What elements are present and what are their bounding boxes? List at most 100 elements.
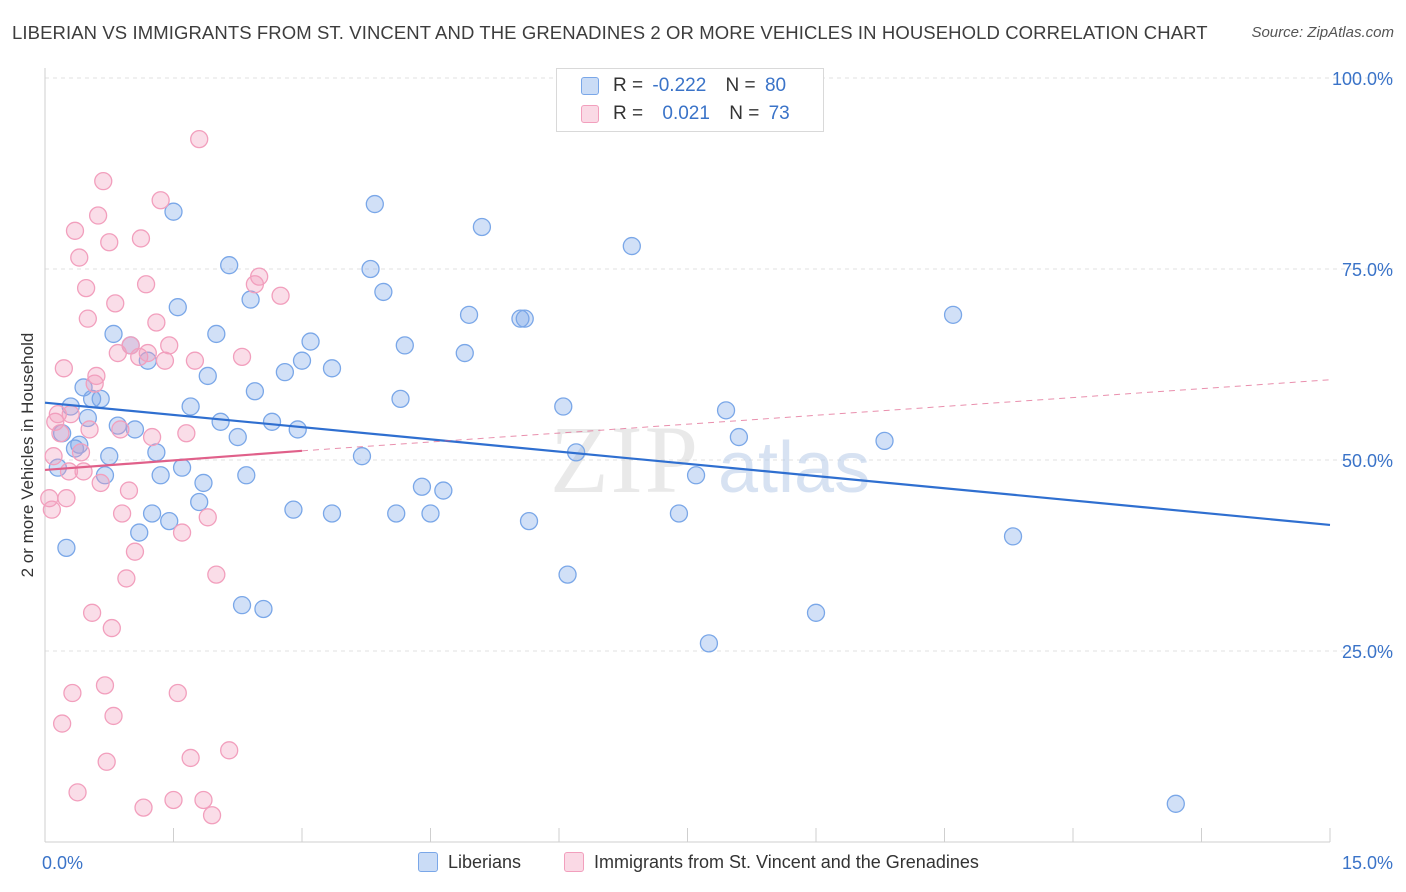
point-immigrants: [54, 359, 73, 378]
point-immigrants: [168, 683, 187, 703]
point-immigrants: [136, 275, 156, 294]
point-immigrants: [130, 347, 149, 367]
point-liberians: [207, 324, 226, 344]
legend-swatch-liberians: [581, 77, 599, 95]
point-liberians: [284, 500, 303, 519]
point-immigrants: [250, 267, 269, 286]
point-liberians: [699, 634, 719, 653]
point-liberians: [669, 504, 689, 523]
y-tick-label: 100.0%: [1332, 69, 1393, 89]
point-liberians: [125, 420, 145, 439]
point-immigrants: [125, 542, 145, 561]
point-liberians: [391, 389, 410, 409]
point-liberians: [254, 599, 273, 619]
point-liberians: [237, 466, 256, 485]
point-liberians: [395, 336, 414, 355]
point-liberians: [142, 504, 162, 523]
point-liberians: [361, 259, 380, 279]
point-immigrants: [232, 347, 252, 367]
point-liberians: [729, 427, 749, 447]
chart-title: LIBERIAN VS IMMIGRANTS FROM ST. VINCENT …: [12, 22, 1208, 43]
point-immigrants: [80, 420, 99, 439]
watermark: ZIP atlas: [550, 406, 870, 513]
series-swatch-immigrants: [564, 852, 584, 872]
point-immigrants: [74, 462, 93, 481]
point-immigrants: [85, 374, 104, 393]
points-layer: [40, 129, 1185, 825]
point-immigrants: [94, 171, 113, 191]
point-liberians: [78, 408, 97, 428]
point-liberians: [198, 366, 217, 386]
point-liberians: [686, 466, 706, 485]
point-liberians: [228, 427, 247, 447]
point-immigrants: [106, 294, 125, 313]
point-immigrants: [202, 806, 222, 825]
point-immigrants: [68, 783, 87, 802]
point-liberians: [70, 435, 89, 454]
point-immigrants: [48, 405, 67, 424]
point-immigrants: [134, 798, 153, 817]
point-liberians: [322, 504, 342, 523]
point-liberians: [104, 324, 123, 344]
point-liberians: [194, 473, 213, 493]
trendline-immigrants-extended: [301, 379, 1331, 452]
point-immigrants: [78, 309, 97, 328]
point-immigrants: [181, 748, 200, 768]
point-liberians: [352, 447, 372, 466]
point-liberians: [365, 194, 384, 214]
point-immigrants: [185, 351, 205, 370]
point-immigrants: [147, 313, 166, 332]
point-liberians: [164, 202, 183, 221]
point-immigrants: [91, 473, 110, 493]
point-immigrants: [95, 676, 115, 695]
point-liberians: [1166, 794, 1185, 813]
point-liberians: [622, 236, 641, 256]
point-immigrants: [164, 790, 183, 810]
point-immigrants: [65, 221, 85, 240]
point-liberians: [374, 282, 393, 302]
point-immigrants: [117, 569, 136, 588]
point-liberians: [515, 309, 534, 328]
legend-n-label: N =: [729, 103, 760, 124]
y-tick-label: 50.0%: [1342, 451, 1393, 471]
point-liberians: [1003, 527, 1023, 546]
y-tick-label: 25.0%: [1342, 642, 1393, 662]
x-tick-label-start: 0.0%: [42, 853, 83, 873]
point-immigrants: [63, 683, 82, 703]
point-liberians: [160, 511, 179, 531]
legend-r-label: R =: [613, 103, 644, 124]
point-liberians: [412, 477, 432, 496]
legend-r-label: R =: [613, 75, 644, 96]
point-liberians: [716, 401, 736, 420]
series-swatch-liberians: [418, 852, 438, 872]
watermark-zip: ZIP: [550, 406, 700, 513]
point-immigrants: [207, 565, 226, 584]
point-liberians: [511, 309, 530, 328]
point-immigrants: [61, 405, 80, 424]
point-immigrants: [160, 336, 179, 355]
point-liberians: [245, 382, 265, 401]
point-liberians: [232, 596, 252, 615]
point-immigrants: [271, 286, 290, 305]
point-immigrants: [190, 129, 209, 149]
series-legend-liberians: Liberians: [418, 852, 521, 873]
point-immigrants: [102, 618, 121, 638]
point-immigrants: [112, 504, 132, 523]
point-immigrants: [76, 278, 96, 298]
point-liberians: [100, 447, 119, 466]
point-immigrants: [177, 424, 196, 443]
legend-n-value: 80: [764, 75, 787, 96]
point-immigrants: [111, 420, 130, 439]
point-liberians: [554, 397, 573, 416]
legend-r-value: -0.222: [652, 75, 707, 96]
point-immigrants: [42, 500, 62, 519]
point-immigrants: [220, 741, 239, 760]
tick-labels: 25.0% 50.0% 75.0% 100.0% 0.0% 15.0%: [42, 69, 1393, 873]
point-immigrants: [131, 229, 151, 248]
point-liberians: [151, 466, 170, 485]
trend-layer: [44, 379, 1331, 527]
point-immigrants: [87, 366, 106, 386]
point-liberians: [57, 538, 76, 558]
point-liberians: [459, 305, 479, 324]
